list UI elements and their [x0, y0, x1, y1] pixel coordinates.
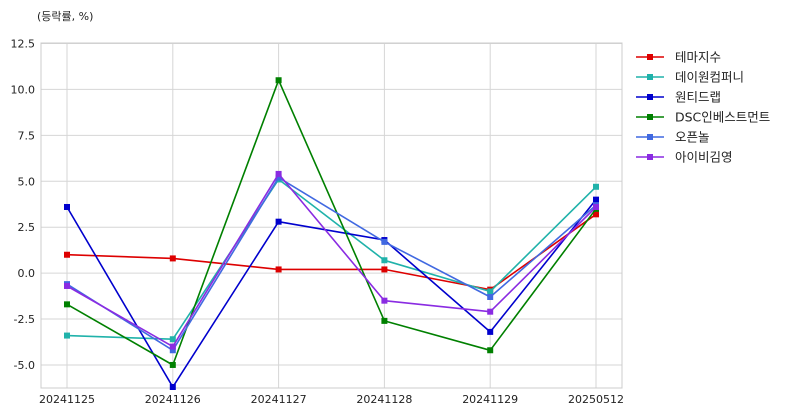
legend-label: 오픈놀 — [675, 130, 710, 145]
data-point — [169, 343, 176, 350]
legend-marker — [647, 74, 653, 80]
data-point — [275, 77, 282, 84]
legend-marker — [647, 134, 653, 140]
data-point — [169, 347, 176, 354]
data-point — [593, 196, 599, 203]
y-tick-label: -2.5 — [14, 313, 35, 326]
series-line — [66, 199, 597, 388]
data-point — [593, 203, 599, 210]
legend-label: DSC인베스트먼트 — [675, 110, 770, 125]
y-tick-label: 12.5 — [11, 38, 36, 51]
x-tick-label: 20241125 — [39, 393, 95, 406]
legend-label: 테마지수 — [675, 50, 721, 65]
data-point — [64, 203, 70, 210]
legend-item: DSC인베스트먼트 — [636, 110, 770, 125]
y-tick-label: 2.5 — [18, 221, 36, 234]
data-point — [487, 328, 494, 335]
x-axis-ticks: 20241125 20241126 20241127 20241128 20241129… — [39, 393, 624, 406]
legend-label: 아이비김영 — [675, 150, 733, 165]
data-point — [275, 174, 282, 181]
series-group — [64, 77, 599, 390]
y-axis-ticks: -5.0 -2.5 0.0 2.5 5.0 7.5 10.0 12.5 — [11, 38, 36, 372]
legend-marker — [647, 54, 653, 60]
y-tick-label: 10.0 — [11, 83, 36, 96]
y-tick-label: 0.0 — [18, 267, 36, 280]
data-point — [381, 317, 388, 324]
data-point — [487, 347, 494, 354]
series-5 — [64, 170, 599, 350]
x-tick-label: 20241129 — [462, 393, 518, 406]
x-tick-label: 20241128 — [356, 393, 412, 406]
data-point — [275, 266, 282, 273]
series-line — [66, 79, 597, 366]
data-point — [487, 308, 494, 315]
data-point — [381, 238, 388, 245]
data-point — [169, 384, 176, 390]
x-tick-label: 20241126 — [145, 393, 201, 406]
data-point — [64, 251, 70, 258]
x-tick-label: 20250512 — [568, 393, 624, 406]
y-tick-label: 5.0 — [18, 175, 36, 188]
data-point — [64, 332, 70, 339]
data-point — [64, 282, 70, 289]
legend-item: 데이원컴퍼니 — [636, 70, 744, 85]
data-point — [487, 288, 494, 295]
legend-item: 오픈놀 — [636, 130, 710, 145]
series-line — [66, 176, 597, 352]
plot-frame — [40, 42, 623, 389]
data-point — [593, 183, 599, 190]
data-point — [487, 293, 494, 300]
data-point — [381, 266, 388, 273]
legend-item: 아이비김영 — [636, 150, 733, 165]
data-point — [381, 297, 388, 304]
unit-label: (등락률, %) — [37, 10, 93, 23]
data-point — [593, 211, 599, 218]
data-point — [169, 336, 176, 343]
data-point — [169, 255, 176, 262]
y-tick-label: -5.0 — [14, 359, 35, 372]
series-line — [66, 213, 597, 291]
legend-marker — [647, 114, 653, 120]
data-point — [275, 218, 282, 225]
y-tick-label: 7.5 — [18, 129, 36, 142]
grid — [41, 43, 622, 388]
legend-item: 테마지수 — [636, 50, 721, 65]
data-point — [275, 170, 282, 177]
x-tick-label: 20241127 — [251, 393, 307, 406]
legend-marker — [647, 154, 653, 160]
series-0 — [64, 211, 599, 293]
data-point — [381, 257, 388, 264]
series-2 — [64, 196, 599, 390]
data-point — [64, 301, 70, 308]
legend-marker — [647, 94, 653, 100]
legend-label: 데이원컴퍼니 — [675, 70, 744, 85]
series-line — [66, 173, 597, 348]
series-3 — [64, 77, 599, 368]
legend-label: 원티드랩 — [675, 90, 721, 105]
legend-item: 원티드랩 — [636, 90, 721, 105]
data-point — [169, 361, 176, 368]
